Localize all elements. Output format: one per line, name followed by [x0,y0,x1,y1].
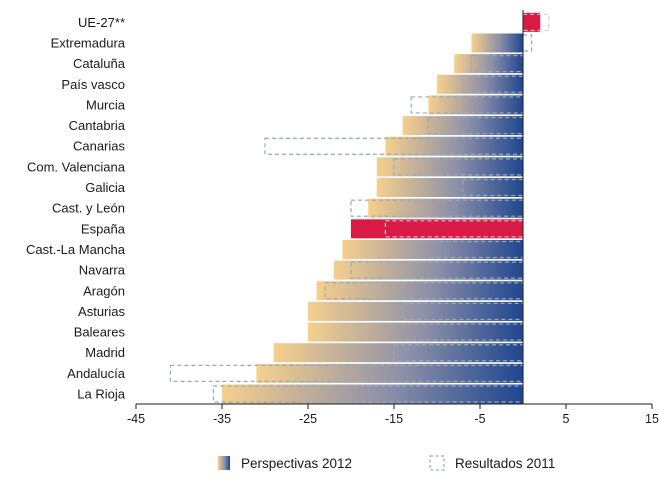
bar-perspectivas-2012-extremadura [471,33,523,53]
bar-perspectivas-2012-cantabria [402,116,523,136]
x-tick-label: -5 [474,412,485,426]
legend-swatch-resultados-2011 [429,455,445,471]
x-tick-label: -35 [213,412,231,426]
bar-perspectivas-2012-la-rioja [222,384,523,404]
bar-perspectivas-2012-cast-y-leon [368,198,523,218]
x-tick-label: -25 [299,412,317,426]
category-label-asturias: Asturias [78,304,125,319]
bar-resultados-2011-extremadura [522,34,533,52]
bar-perspectivas-2012-espana [351,219,523,239]
category-label-cantabria: Cantabria [69,118,126,133]
x-tick-label: -45 [127,412,145,426]
category-label-murcia: Murcia [86,97,126,112]
outline-layer [169,13,550,403]
legend: Perspectivas 2012 Resultados 2011 [218,455,555,471]
category-label-aragon: Aragón [83,283,125,298]
bar-perspectivas-2012-cataluna [454,54,523,74]
category-label-com-valenciana: Com. Valenciana [27,159,126,174]
category-label-cataluna: Cataluña [73,56,126,71]
bar-perspectivas-2012-madrid [273,343,523,363]
category-label-extremadura: Extremadura [51,35,126,50]
bar-perspectivas-2012-canarias [385,136,523,156]
legend-label-perspectivas-2012: Perspectivas 2012 [241,456,352,471]
x-tick-label: 15 [645,412,659,426]
category-label-espana: España [81,221,126,236]
bar-perspectivas-2012-andalucia [256,363,523,383]
category-label-baleares: Baleares [74,325,126,340]
category-label-madrid: Madrid [85,345,125,360]
category-label-ue-27: UE-27** [78,15,125,30]
category-label-canarias: Canarias [73,139,126,154]
bar-perspectivas-2012-com-valenciana [376,157,523,177]
bar-perspectivas-2012-pais-vasco [437,74,523,94]
category-label-la-rioja: La Rioja [77,387,125,402]
category-labels: UE-27** Extremadura Cataluña País vasco Murc… [26,15,126,402]
bar-perspectivas-2012-ue-27 [523,12,541,32]
bar-perspectivas-2012-baleares [308,322,523,342]
bars-layer [222,12,541,404]
category-label-navarra: Navarra [79,263,126,278]
bar-perspectivas-2012-asturias [308,301,523,321]
category-label-andalucia: Andalucía [67,366,126,381]
bar-resultados-2011-cantabria [427,116,524,135]
bar-perspectivas-2012-galicia [376,178,523,198]
bar-perspectivas-2012-aragon [316,281,523,301]
legend-label-resultados-2011: Resultados 2011 [455,456,555,471]
x-axis: -45 -35 -25 -15 -5 5 15 [127,10,659,426]
category-label-galicia: Galicia [85,180,126,195]
bar-resultados-2011-pais-vasco [462,75,524,93]
bar-perspectivas-2012-navarra [333,260,523,280]
bar-perspectivas-2012-murcia [428,95,523,115]
x-tick-label: -15 [385,412,403,426]
category-label-cast-y-leon: Cast. y León [52,201,125,216]
bar-resultados-2011-galicia [462,178,524,197]
bar-perspectivas-2012-cast-la-mancha [342,239,523,259]
bar-resultados-2011-cast-y-leon [350,199,524,217]
category-label-cast-la-mancha: Cast.-La Mancha [26,242,126,257]
category-label-pais-vasco: País vasco [61,77,125,92]
bar-resultados-2011-navarra [350,261,524,279]
legend-swatch-perspectivas-2012 [218,456,230,470]
x-tick-label: 5 [563,412,570,426]
